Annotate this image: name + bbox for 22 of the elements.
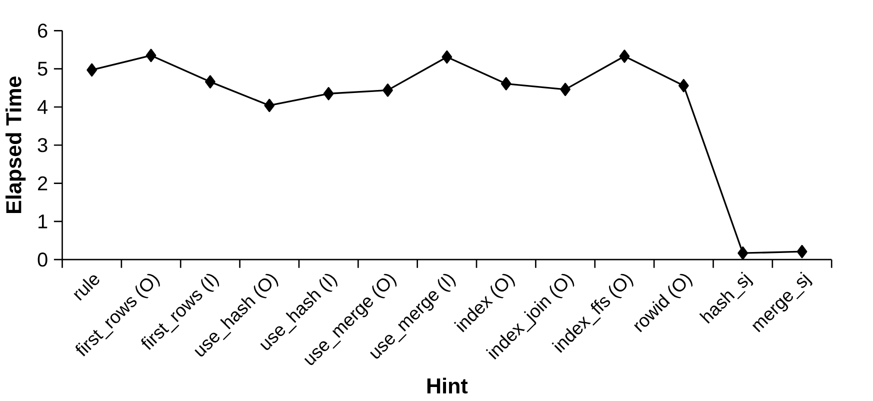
point: [796, 244, 808, 258]
point: [619, 50, 630, 63]
point: [205, 75, 216, 88]
point: [382, 83, 393, 97]
point: [264, 98, 275, 112]
x-axis-title: Hint: [427, 378, 468, 394]
y-tick-label: 6: [38, 24, 48, 38]
point: [560, 82, 570, 96]
y-tick-label: 4: [37, 100, 48, 114]
point: [442, 50, 452, 64]
y-tick-label: 1: [38, 214, 48, 228]
y-tick-label: 2: [38, 176, 48, 190]
point: [678, 78, 689, 92]
y-tick-label: 3: [38, 138, 48, 152]
point: [323, 86, 334, 100]
point: [86, 63, 98, 77]
point: [146, 48, 156, 62]
y-tick-label: 0: [38, 252, 48, 267]
point: [500, 76, 512, 90]
point: [738, 246, 748, 260]
y-axis-title: Elapsed Time: [6, 76, 26, 213]
y-tick-label: 5: [38, 62, 48, 76]
